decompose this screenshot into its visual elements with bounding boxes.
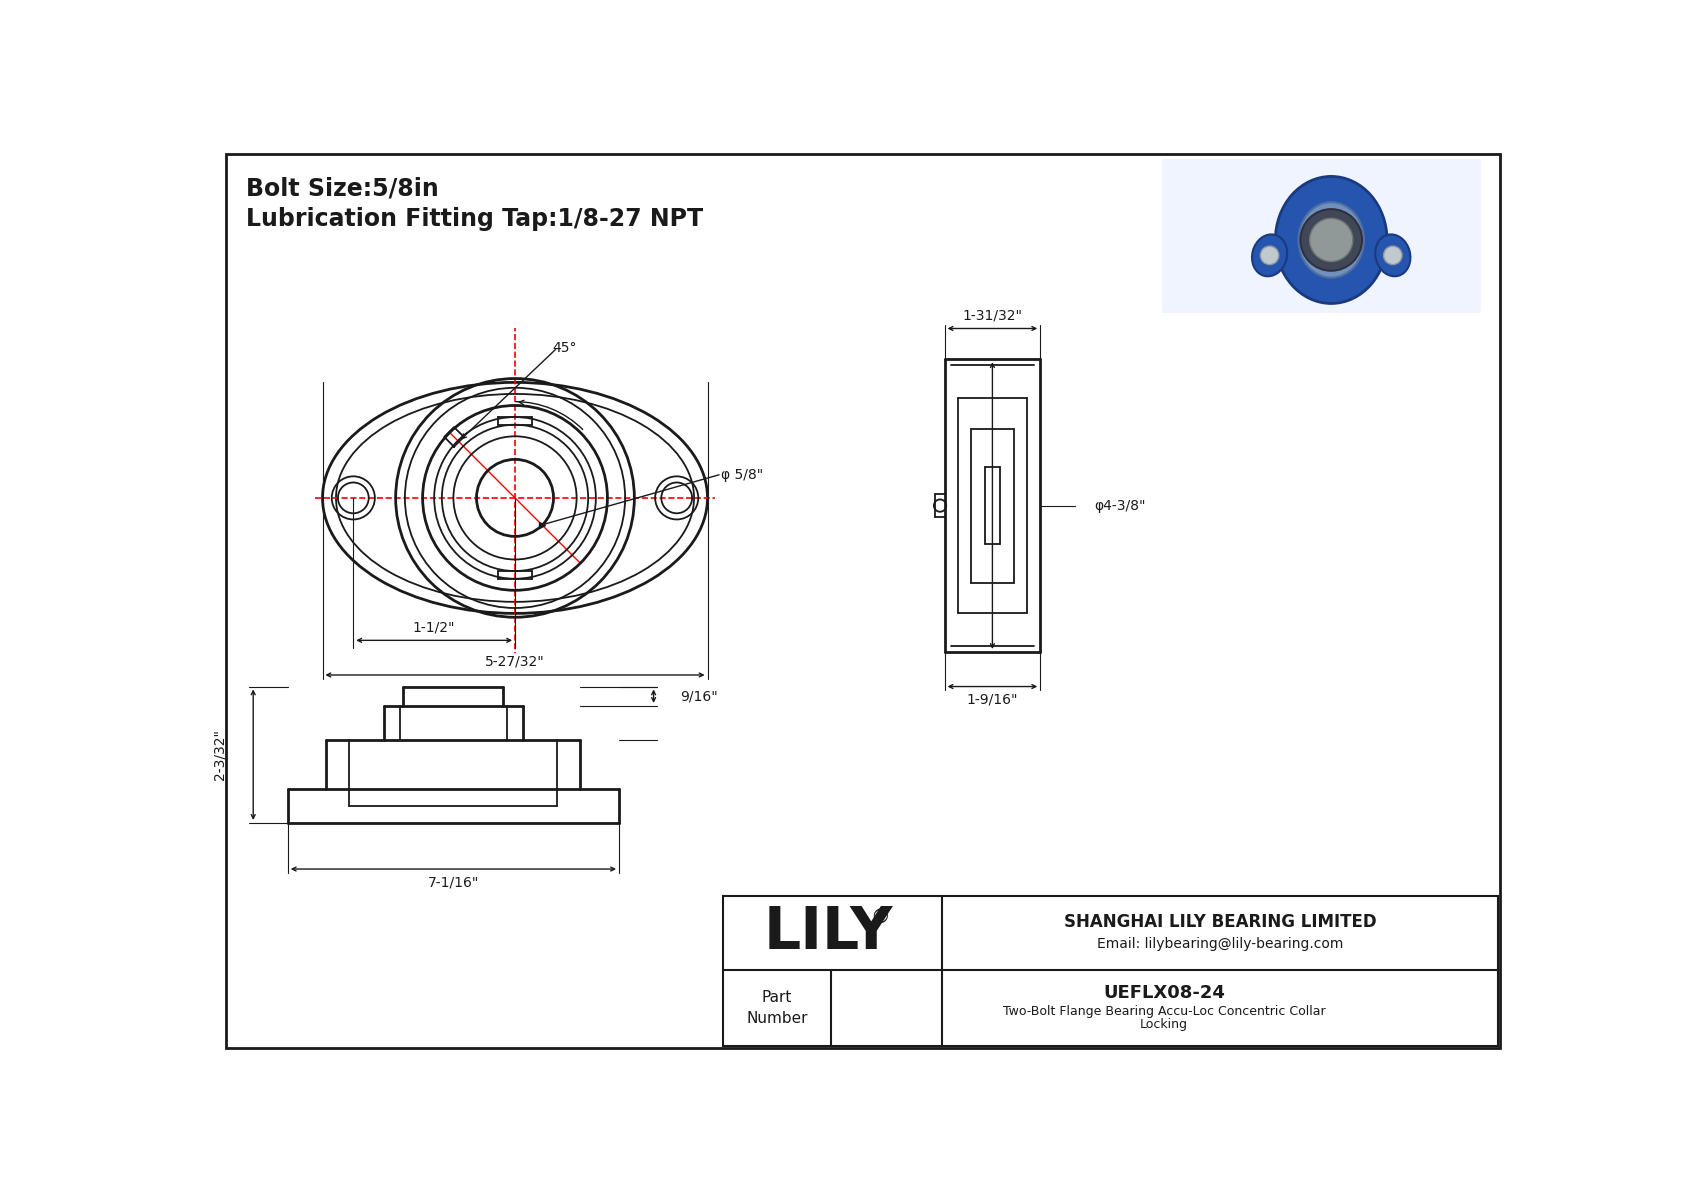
Ellipse shape (1251, 235, 1287, 276)
Text: 2-3/32": 2-3/32" (212, 729, 226, 780)
Bar (722, 896, 1497, 1046)
Text: Bolt Size:5/8in: Bolt Size:5/8in (246, 176, 438, 200)
Text: Part
Number: Part Number (746, 990, 808, 1025)
Ellipse shape (1275, 176, 1388, 304)
Ellipse shape (1376, 235, 1411, 276)
Ellipse shape (1298, 202, 1364, 278)
Text: ®: ® (871, 908, 891, 927)
Text: 1-1/2": 1-1/2" (413, 621, 455, 634)
Text: φ 5/8": φ 5/8" (721, 468, 763, 482)
Circle shape (1310, 218, 1352, 262)
Text: Email: lilybearing@lily-bearing.com: Email: lilybearing@lily-bearing.com (1096, 936, 1344, 950)
Text: 7-1/16": 7-1/16" (428, 875, 478, 890)
Circle shape (1260, 247, 1278, 264)
Text: Two-Bolt Flange Bearing Accu-Loc Concentric Collar: Two-Bolt Flange Bearing Accu-Loc Concent… (1002, 1005, 1325, 1018)
Text: LILY: LILY (765, 904, 894, 961)
Circle shape (1300, 210, 1362, 270)
Text: Locking: Locking (1140, 1018, 1189, 1031)
Text: 1-31/32": 1-31/32" (963, 308, 1022, 323)
Circle shape (1384, 247, 1403, 264)
Text: 5-27/32": 5-27/32" (485, 655, 546, 669)
Text: 1-9/16": 1-9/16" (967, 693, 1019, 706)
Text: SHANGHAI LILY BEARING LIMITED: SHANGHAI LILY BEARING LIMITED (1064, 913, 1376, 931)
Text: 45°: 45° (552, 341, 578, 355)
Text: UEFLX08-24: UEFLX08-24 (1103, 984, 1224, 1002)
Bar (1162, 160, 1482, 313)
Text: φ4-3/8": φ4-3/8" (1095, 499, 1145, 512)
Text: Lubrication Fitting Tap:1/8-27 NPT: Lubrication Fitting Tap:1/8-27 NPT (246, 207, 702, 231)
Text: 9/16": 9/16" (680, 690, 719, 703)
